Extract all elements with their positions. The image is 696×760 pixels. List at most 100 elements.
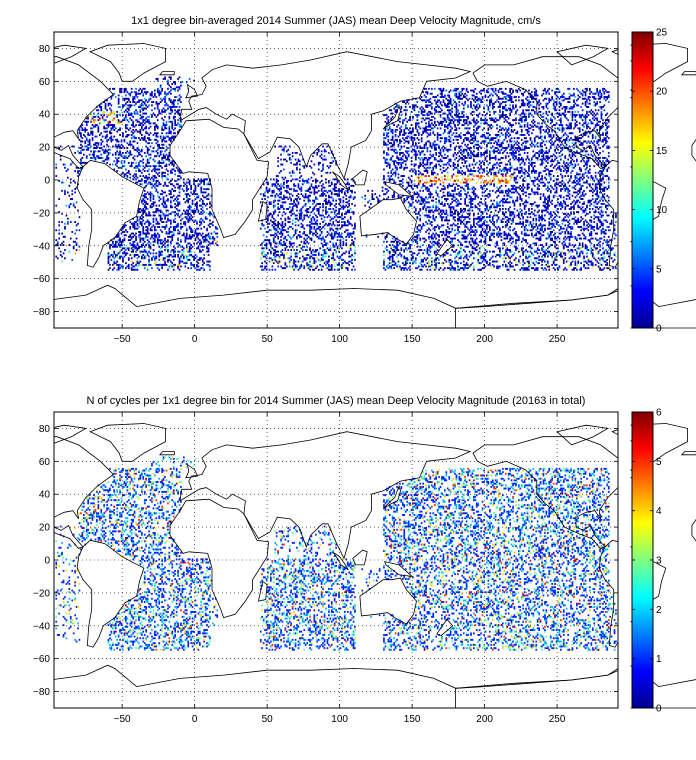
data-cell <box>201 212 204 215</box>
data-cell <box>429 250 432 253</box>
data-cell <box>496 214 498 217</box>
data-cell <box>483 221 485 223</box>
data-cell <box>465 262 468 265</box>
data-cell <box>428 206 430 209</box>
data-cell <box>326 252 329 255</box>
data-cell <box>277 203 279 205</box>
data-cell <box>288 265 291 268</box>
data-cell <box>120 242 123 245</box>
data-cell <box>504 201 507 204</box>
data-cell <box>143 180 146 182</box>
data-cell <box>281 234 284 237</box>
data-cell <box>576 211 578 214</box>
data-cell <box>467 204 469 207</box>
data-cell <box>167 250 169 253</box>
data-cell <box>264 255 266 258</box>
data-cell <box>191 245 194 248</box>
data-cell <box>206 239 208 242</box>
data-cell <box>328 224 330 227</box>
data-cell <box>481 222 484 225</box>
data-cell <box>193 242 195 245</box>
data-cell <box>342 237 345 240</box>
data-cell <box>261 252 263 255</box>
data-cell <box>322 203 324 205</box>
data-cell <box>525 255 527 258</box>
data-cell <box>554 263 556 266</box>
data-cell <box>529 216 532 219</box>
data-cell <box>185 237 188 240</box>
data-cell <box>309 226 311 228</box>
data-cell <box>68 194 71 197</box>
data-cell <box>494 191 497 194</box>
data-cell <box>481 186 484 189</box>
data-cell <box>301 219 304 222</box>
data-cell <box>580 219 582 222</box>
data-cell <box>471 199 474 202</box>
data-cell <box>589 234 591 237</box>
data-cell <box>136 262 139 265</box>
data-cell <box>547 196 549 199</box>
data-cell <box>435 191 437 194</box>
data-cell <box>74 232 76 235</box>
data-cell <box>206 247 208 250</box>
data-cell <box>345 242 348 245</box>
data-cell <box>329 201 332 204</box>
data-cell <box>68 204 71 207</box>
data-cell <box>316 186 319 189</box>
data-cell <box>603 252 606 255</box>
data-cell <box>507 209 510 212</box>
data-cell <box>267 181 269 184</box>
data-cell <box>599 249 601 251</box>
data-cell <box>412 198 414 200</box>
data-cell <box>158 183 161 186</box>
data-cell <box>394 252 397 255</box>
data-cell <box>123 252 126 255</box>
data-cell <box>127 267 130 270</box>
data-cell <box>341 212 343 215</box>
data-cell <box>525 268 527 271</box>
data-cell <box>512 201 514 204</box>
data-cell <box>216 240 219 243</box>
data-cell <box>196 196 198 199</box>
data-cell <box>304 249 307 251</box>
data-cell <box>480 232 482 235</box>
data-cell <box>580 194 582 197</box>
data-cell <box>283 267 285 270</box>
data-cell <box>185 196 188 199</box>
data-cell <box>516 234 519 237</box>
data-cell <box>457 232 459 235</box>
data-cell <box>349 217 352 220</box>
data-cell <box>283 196 285 199</box>
data-cell <box>419 224 422 227</box>
data-cell <box>555 219 558 222</box>
data-cell <box>107 268 110 271</box>
data-cell <box>351 262 353 265</box>
data-cell <box>201 237 204 240</box>
data-cell <box>525 191 527 194</box>
data-cell <box>122 252 124 255</box>
data-cell <box>483 263 485 266</box>
data-cell <box>467 245 469 248</box>
data-cell <box>309 221 311 223</box>
data-cell <box>577 193 580 196</box>
data-cell <box>420 258 423 261</box>
data-cell <box>484 224 487 227</box>
data-cell <box>154 262 156 265</box>
data-cell <box>322 245 324 248</box>
data-cell <box>132 235 134 238</box>
data-cell <box>403 250 406 253</box>
data-cell <box>420 265 423 268</box>
data-cell <box>500 254 503 256</box>
data-cell <box>602 203 604 205</box>
data-cell <box>584 247 587 250</box>
data-cell <box>393 250 395 253</box>
data-cell <box>190 247 192 250</box>
data-cell <box>297 268 300 271</box>
data-cell <box>467 188 469 191</box>
data-cell <box>325 212 327 215</box>
data-cell <box>152 203 155 205</box>
data-cell <box>532 235 535 238</box>
data-cell <box>156 184 159 187</box>
data-cell <box>503 231 506 233</box>
data-cell <box>445 252 448 255</box>
